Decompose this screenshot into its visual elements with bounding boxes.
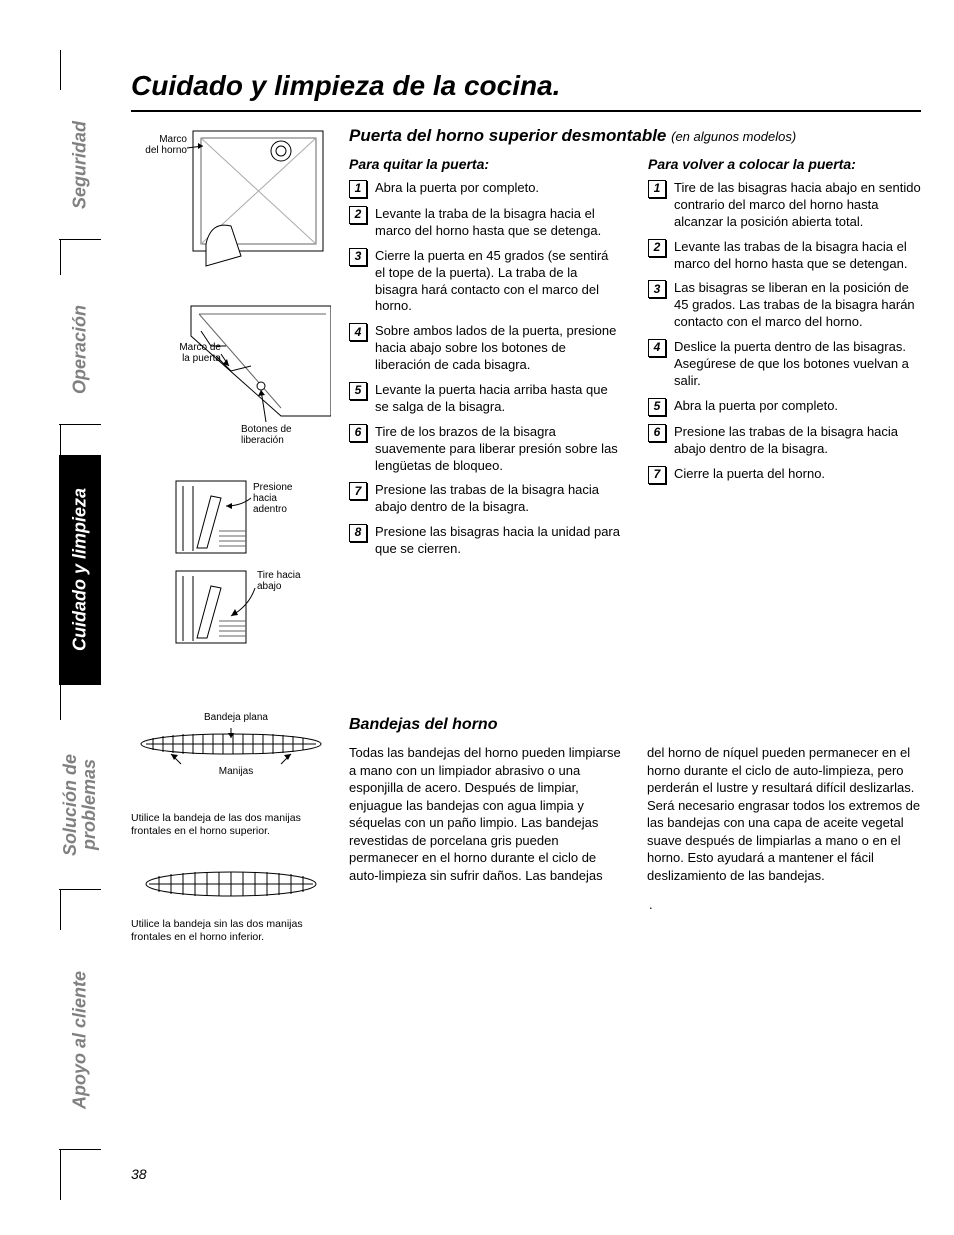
remove-step-1: 1Abra la puerta por completo.	[349, 180, 622, 198]
replace-step-4-text: Deslice la puerta dentro de las bisagras…	[674, 339, 921, 390]
section-removable-door: Marco del horno Marco d	[131, 126, 921, 686]
section2-body: Todas las bandejas del horno pueden limp…	[349, 744, 921, 884]
replace-step-7: 7Cierre la puerta del horno.	[648, 466, 921, 484]
instructions-column: Puerta del horno superior desmontable (e…	[349, 126, 921, 686]
section-oven-racks: Bandeja plana Manijas Utilice la bandeja…	[131, 716, 921, 945]
remove-step-5: 5Levante la puerta hacia arriba hasta qu…	[349, 382, 622, 416]
remove-step-6-text: Tire de los brazos de la bisagra suaveme…	[375, 424, 622, 475]
tab-operacion: Operación	[59, 275, 101, 425]
tab-cuidado: Cuidado y limpieza	[59, 455, 101, 685]
tab-apoyo: Apoyo al cliente	[59, 930, 101, 1150]
content-area: Cuidado y limpieza de la cocina. Marco d…	[131, 70, 921, 945]
replace-step-7-text: Cierre la puerta del horno.	[674, 466, 921, 484]
section2-dot: .	[649, 896, 921, 914]
remove-step-8: 8Presione las bisagras hacia la unidad p…	[349, 524, 622, 558]
remove-step-6: 6Tire de los brazos de la bisagra suavem…	[349, 424, 622, 475]
section2-title: Bandejas del horno	[349, 716, 921, 734]
remove-step-1-text: Abra la puerta por completo.	[375, 180, 622, 198]
diagram-hinge-action: Presione hacia adentro Tire hacia abajo	[171, 476, 331, 666]
remove-step-2: 2Levante la traba de la bisagra hacia el…	[349, 206, 622, 240]
remove-step-3-text: Cierre la puerta en 45 grados (se sentir…	[375, 248, 622, 316]
replace-step-3-text: Las bisagras se liberan en la posición d…	[674, 280, 921, 331]
replace-step-4: 4Deslice la puerta dentro de las bisagra…	[648, 339, 921, 390]
caption-lower-oven: Utilice la bandeja sin las dos manijas f…	[131, 918, 331, 944]
remove-step-8-text: Presione las bisagras hacia la unidad pa…	[375, 524, 622, 558]
label-marco-horno: Marco del horno	[127, 134, 187, 156]
remove-step-2-text: Levante la traba de la bisagra hacia el …	[375, 206, 622, 240]
label-presione: Presione hacia adentro	[253, 482, 313, 515]
title-rule	[131, 110, 921, 112]
racks-diagram-col: Bandeja plana Manijas Utilice la bandeja…	[131, 716, 331, 945]
tab-seguridad: Seguridad	[59, 90, 101, 240]
side-tab-rail: Seguridad Operación Cuidado y limpieza S…	[59, 50, 101, 1200]
label-tire: Tire hacia abajo	[257, 570, 317, 592]
replace-steps: Para volver a colocar la puerta: 1Tire d…	[648, 156, 921, 566]
tab-solucion: Solución de problemas	[59, 720, 101, 890]
remove-step-5-text: Levante la puerta hacia arriba hasta que…	[375, 382, 622, 416]
replace-step-5-text: Abra la puerta por completo.	[674, 398, 921, 416]
label-bandeja-plana: Bandeja plana	[191, 712, 281, 723]
replace-step-1-text: Tire de las bisagras hacia abajo en sent…	[674, 180, 921, 231]
diagram-flat-tray: Bandeja plana Manijas	[131, 716, 331, 806]
section1-title-text: Puerta del horno superior desmontable	[349, 126, 666, 145]
section1-title: Puerta del horno superior desmontable (e…	[349, 126, 921, 146]
replace-step-2: 2Levante las trabas de la bisagra hacia …	[648, 239, 921, 273]
racks-text-col: Bandejas del horno Todas las bandejas de…	[349, 716, 921, 945]
diagram-lower-tray	[131, 864, 331, 914]
remove-step-7-text: Presione las trabas de la bisagra hacia …	[375, 482, 622, 516]
replace-step-6: 6Presione las trabas de la bisagra hacia…	[648, 424, 921, 458]
remove-step-7: 7Presione las trabas de la bisagra hacia…	[349, 482, 622, 516]
replace-step-2-text: Levante las trabas de la bisagra hacia e…	[674, 239, 921, 273]
diagram-column: Marco del horno Marco d	[131, 126, 331, 686]
remove-heading: Para quitar la puerta:	[349, 156, 622, 172]
replace-step-3: 3Las bisagras se liberan en la posición …	[648, 280, 921, 331]
remove-step-4-text: Sobre ambos lados de la puerta, presione…	[375, 323, 622, 374]
replace-heading: Para volver a colocar la puerta:	[648, 156, 921, 172]
page-number: 38	[131, 1166, 147, 1182]
label-botones: Botones de liberación	[241, 424, 321, 446]
diagram-oven-frame: Marco del horno	[131, 126, 331, 276]
replace-step-5: 5Abra la puerta por completo.	[648, 398, 921, 416]
diagram-door-frame: Marco de la puerta Botones de liberación	[131, 296, 331, 456]
replace-step-1: 1Tire de las bisagras hacia abajo en sen…	[648, 180, 921, 231]
section1-note: (en algunos modelos)	[671, 129, 796, 144]
remove-step-3: 3Cierre la puerta en 45 grados (se senti…	[349, 248, 622, 316]
caption-upper-oven: Utilice la bandeja de las dos manijas fr…	[131, 812, 331, 838]
label-marco-puerta: Marco de la puerta	[161, 342, 221, 364]
remove-step-4: 4Sobre ambos lados de la puerta, presion…	[349, 323, 622, 374]
remove-steps: Para quitar la puerta: 1Abra la puerta p…	[349, 156, 622, 566]
page-frame: Seguridad Operación Cuidado y limpieza S…	[60, 50, 930, 1200]
page-title: Cuidado y limpieza de la cocina.	[131, 70, 921, 102]
replace-step-6-text: Presione las trabas de la bisagra hacia …	[674, 424, 921, 458]
label-manijas: Manijas	[211, 766, 261, 777]
